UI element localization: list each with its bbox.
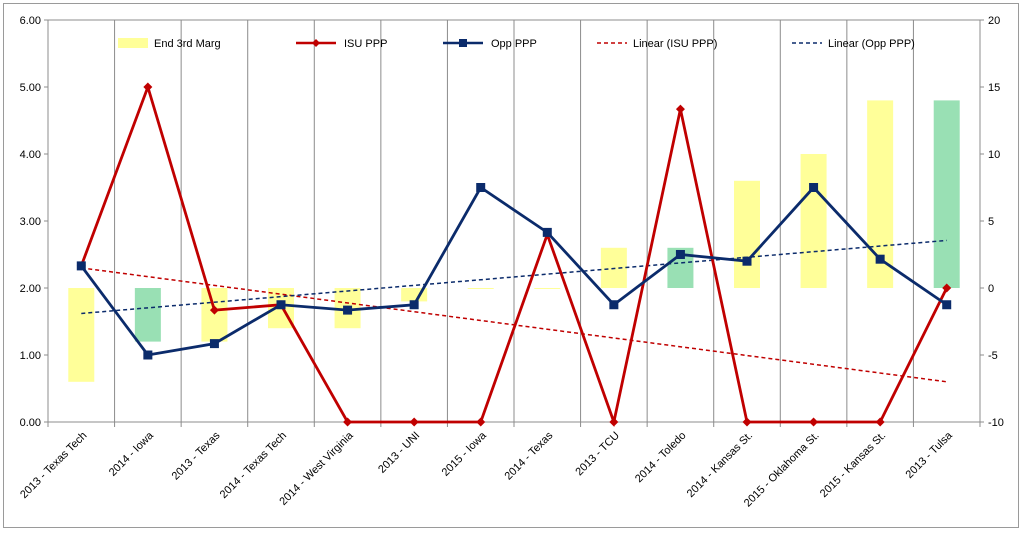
point-isu-ppp bbox=[609, 417, 619, 427]
x-category-label: 2013 - Texas bbox=[170, 429, 223, 482]
legend-marker-isu-ppp bbox=[312, 39, 320, 47]
x-category-label: 2013 - Texas Tech bbox=[18, 430, 89, 501]
point-opp-ppp bbox=[409, 300, 419, 310]
bar-end-3rd-marg bbox=[68, 288, 95, 382]
series-line-isu-ppp bbox=[79, 82, 948, 428]
point-opp-ppp bbox=[276, 300, 286, 310]
point-opp-ppp bbox=[609, 300, 619, 310]
x-category-label: 2013 - TCU bbox=[573, 430, 622, 479]
trendline-linear-opp-ppp bbox=[81, 239, 947, 315]
point-opp-ppp bbox=[476, 183, 486, 192]
y-left-tick-label: 4.00 bbox=[20, 149, 41, 161]
y-right-tick-label: -5 bbox=[988, 350, 998, 362]
legend-label-linear-opp-ppp: Linear (Opp PPP) bbox=[828, 38, 915, 50]
bar-end-3rd-marg bbox=[800, 154, 827, 288]
x-category-label: 2015 - Oklahoma St. bbox=[742, 430, 822, 510]
bar-end-3rd-marg bbox=[134, 288, 161, 342]
bar-end-3rd-marg bbox=[201, 288, 228, 342]
y-right-tick-label: 20 bbox=[988, 15, 1000, 27]
point-isu-ppp bbox=[809, 417, 819, 427]
y-right-tick-label: 0 bbox=[988, 283, 994, 295]
point-opp-ppp bbox=[875, 254, 885, 264]
point-isu-ppp bbox=[409, 417, 419, 427]
legend-label-end-3rd-marg: End 3rd Marg bbox=[154, 38, 221, 50]
point-opp-ppp bbox=[343, 305, 353, 315]
point-isu-ppp bbox=[476, 417, 486, 427]
y-left-tick-label: 6.00 bbox=[20, 15, 41, 27]
point-isu-ppp bbox=[143, 82, 153, 92]
bar-end-3rd-marg bbox=[467, 288, 494, 289]
bar-end-3rd-marg bbox=[734, 180, 760, 288]
point-isu-ppp bbox=[942, 283, 952, 293]
x-category-label: 2014 - Iowa bbox=[107, 429, 157, 479]
x-category-label: 2014 - Texas Tech bbox=[218, 430, 289, 501]
bar-end-3rd-marg bbox=[933, 100, 960, 289]
x-category-label: 2013 - Tulsa bbox=[904, 429, 956, 481]
point-isu-ppp bbox=[343, 417, 353, 427]
point-opp-ppp bbox=[742, 256, 752, 266]
bar-end-3rd-marg bbox=[534, 288, 561, 289]
y-right-tick-label: 5 bbox=[988, 216, 994, 228]
legend-label-opp-ppp: Opp PPP bbox=[491, 38, 537, 50]
point-opp-ppp bbox=[809, 183, 819, 192]
point-isu-ppp bbox=[742, 417, 752, 427]
series-line-opp-ppp bbox=[80, 185, 948, 357]
y-left-tick-label: 3.00 bbox=[20, 216, 41, 228]
x-category-label: 2014 - West Virginia bbox=[277, 429, 356, 508]
legend-marker-opp-ppp bbox=[459, 39, 467, 47]
y-right-tick-label: 15 bbox=[988, 82, 1000, 94]
y-left-tick-label: 2.00 bbox=[20, 283, 41, 295]
x-category-label: 2015 - Kansas St. bbox=[818, 430, 888, 500]
y-right-tick-label: 10 bbox=[988, 149, 1000, 161]
x-category-label: 2014 - Toledo bbox=[633, 430, 688, 485]
point-opp-ppp bbox=[542, 227, 552, 237]
y-left-tick-label: 0.00 bbox=[20, 417, 41, 429]
x-category-label: 2015 - Iowa bbox=[440, 429, 490, 479]
point-isu-ppp bbox=[675, 104, 685, 114]
y-left-tick-label: 1.00 bbox=[20, 350, 41, 362]
point-isu-ppp bbox=[875, 417, 885, 427]
point-opp-ppp bbox=[143, 350, 153, 360]
x-category-label: 2014 - Kansas St. bbox=[685, 430, 755, 500]
point-opp-ppp bbox=[675, 250, 685, 259]
point-opp-ppp bbox=[209, 339, 219, 349]
legend-label-isu-ppp: ISU PPP bbox=[344, 38, 387, 50]
x-category-label: 2014 - Texas bbox=[503, 429, 556, 482]
y-left-tick-label: 5.00 bbox=[20, 82, 41, 94]
point-opp-ppp bbox=[942, 300, 952, 310]
legend-swatch-end-3rd-marg bbox=[118, 38, 148, 48]
chart-frame bbox=[3, 3, 1019, 528]
x-category-label: 2013 - UNI bbox=[376, 430, 422, 476]
point-isu-ppp bbox=[209, 305, 219, 315]
legend-label-linear-isu-ppp: Linear (ISU PPP) bbox=[633, 38, 717, 50]
y-right-tick-label: -10 bbox=[988, 417, 1004, 429]
point-opp-ppp bbox=[76, 261, 86, 271]
